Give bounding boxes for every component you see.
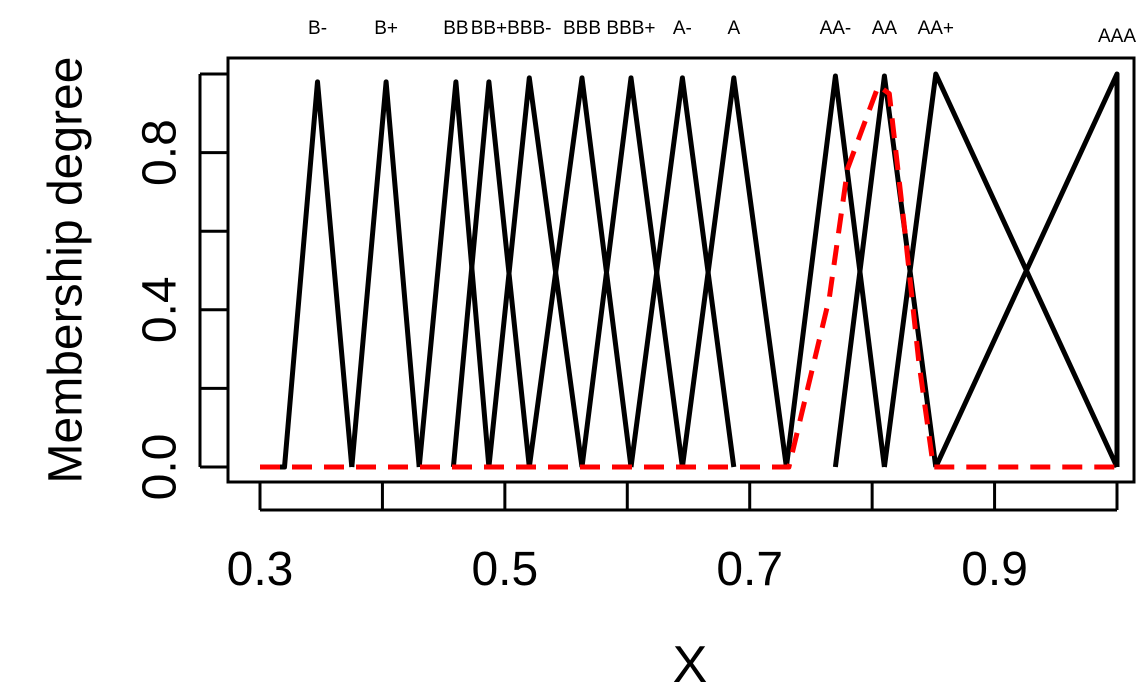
x-tick-label: 0.3 [227, 543, 294, 596]
membership-line-a [679, 75, 789, 468]
grade-label-aa: AA [872, 18, 898, 39]
grade-label-aa-plus: AA+ [918, 18, 954, 39]
y-tick-label: 0.0 [134, 434, 187, 501]
membership-line-bbb-plus [579, 75, 685, 468]
y-tick-label: 0.8 [134, 119, 187, 186]
membership-line-bb [416, 79, 492, 468]
x-axis-title: X [673, 636, 708, 686]
grade-label-a-minus: A- [673, 18, 692, 39]
grade-labels: B- B+ BB BB+ BBB- BBB BBB+ A- A AA- AA AA+ AAA [308, 18, 1136, 47]
grade-label-b-minus: B- [308, 18, 327, 39]
series-layer [260, 71, 1120, 470]
x-tick-label: 0.5 [471, 543, 538, 596]
highlight-layer [260, 83, 1117, 470]
grade-label-aaa: AAA [1098, 26, 1136, 47]
x-tick-label: 0.9 [961, 543, 1028, 596]
x-axis: 0.3 0.5 0.7 0.9 [227, 482, 1119, 596]
y-axis-title: Membership degree [40, 57, 93, 484]
grade-label-bbb: BBB [563, 18, 601, 39]
grade-label-aa-minus: AA- [820, 18, 852, 39]
grade-label-bbb-plus: BBB+ [606, 18, 655, 39]
y-tick-label: 0.4 [134, 276, 187, 343]
membership-line-bb-plus [450, 79, 532, 468]
highlight-membership-line [260, 83, 1117, 470]
grade-label-a: A [727, 18, 740, 39]
grade-label-bb: BB [443, 18, 468, 39]
membership-line-aa-plus [881, 71, 1120, 469]
membership-line-b-plus [349, 79, 422, 468]
membership-line-aa [832, 73, 939, 468]
grade-label-bb-plus: BB+ [471, 18, 507, 39]
membership-line-bbb [526, 75, 634, 468]
membership-line-aa-minus [783, 73, 887, 468]
membership-line-a-minus [628, 75, 737, 468]
grade-label-b-plus: B+ [374, 18, 398, 39]
y-axis: 0.0 0.4 0.8 [134, 72, 228, 501]
x-tick-label: 0.7 [716, 543, 783, 596]
plot-frame [226, 56, 1136, 484]
membership-line-aaa [933, 71, 1120, 469]
membership-line-bbb-minus [486, 75, 585, 468]
membership-line-b-minus [260, 79, 355, 470]
grade-label-bbb-minus: BBB- [507, 18, 551, 39]
